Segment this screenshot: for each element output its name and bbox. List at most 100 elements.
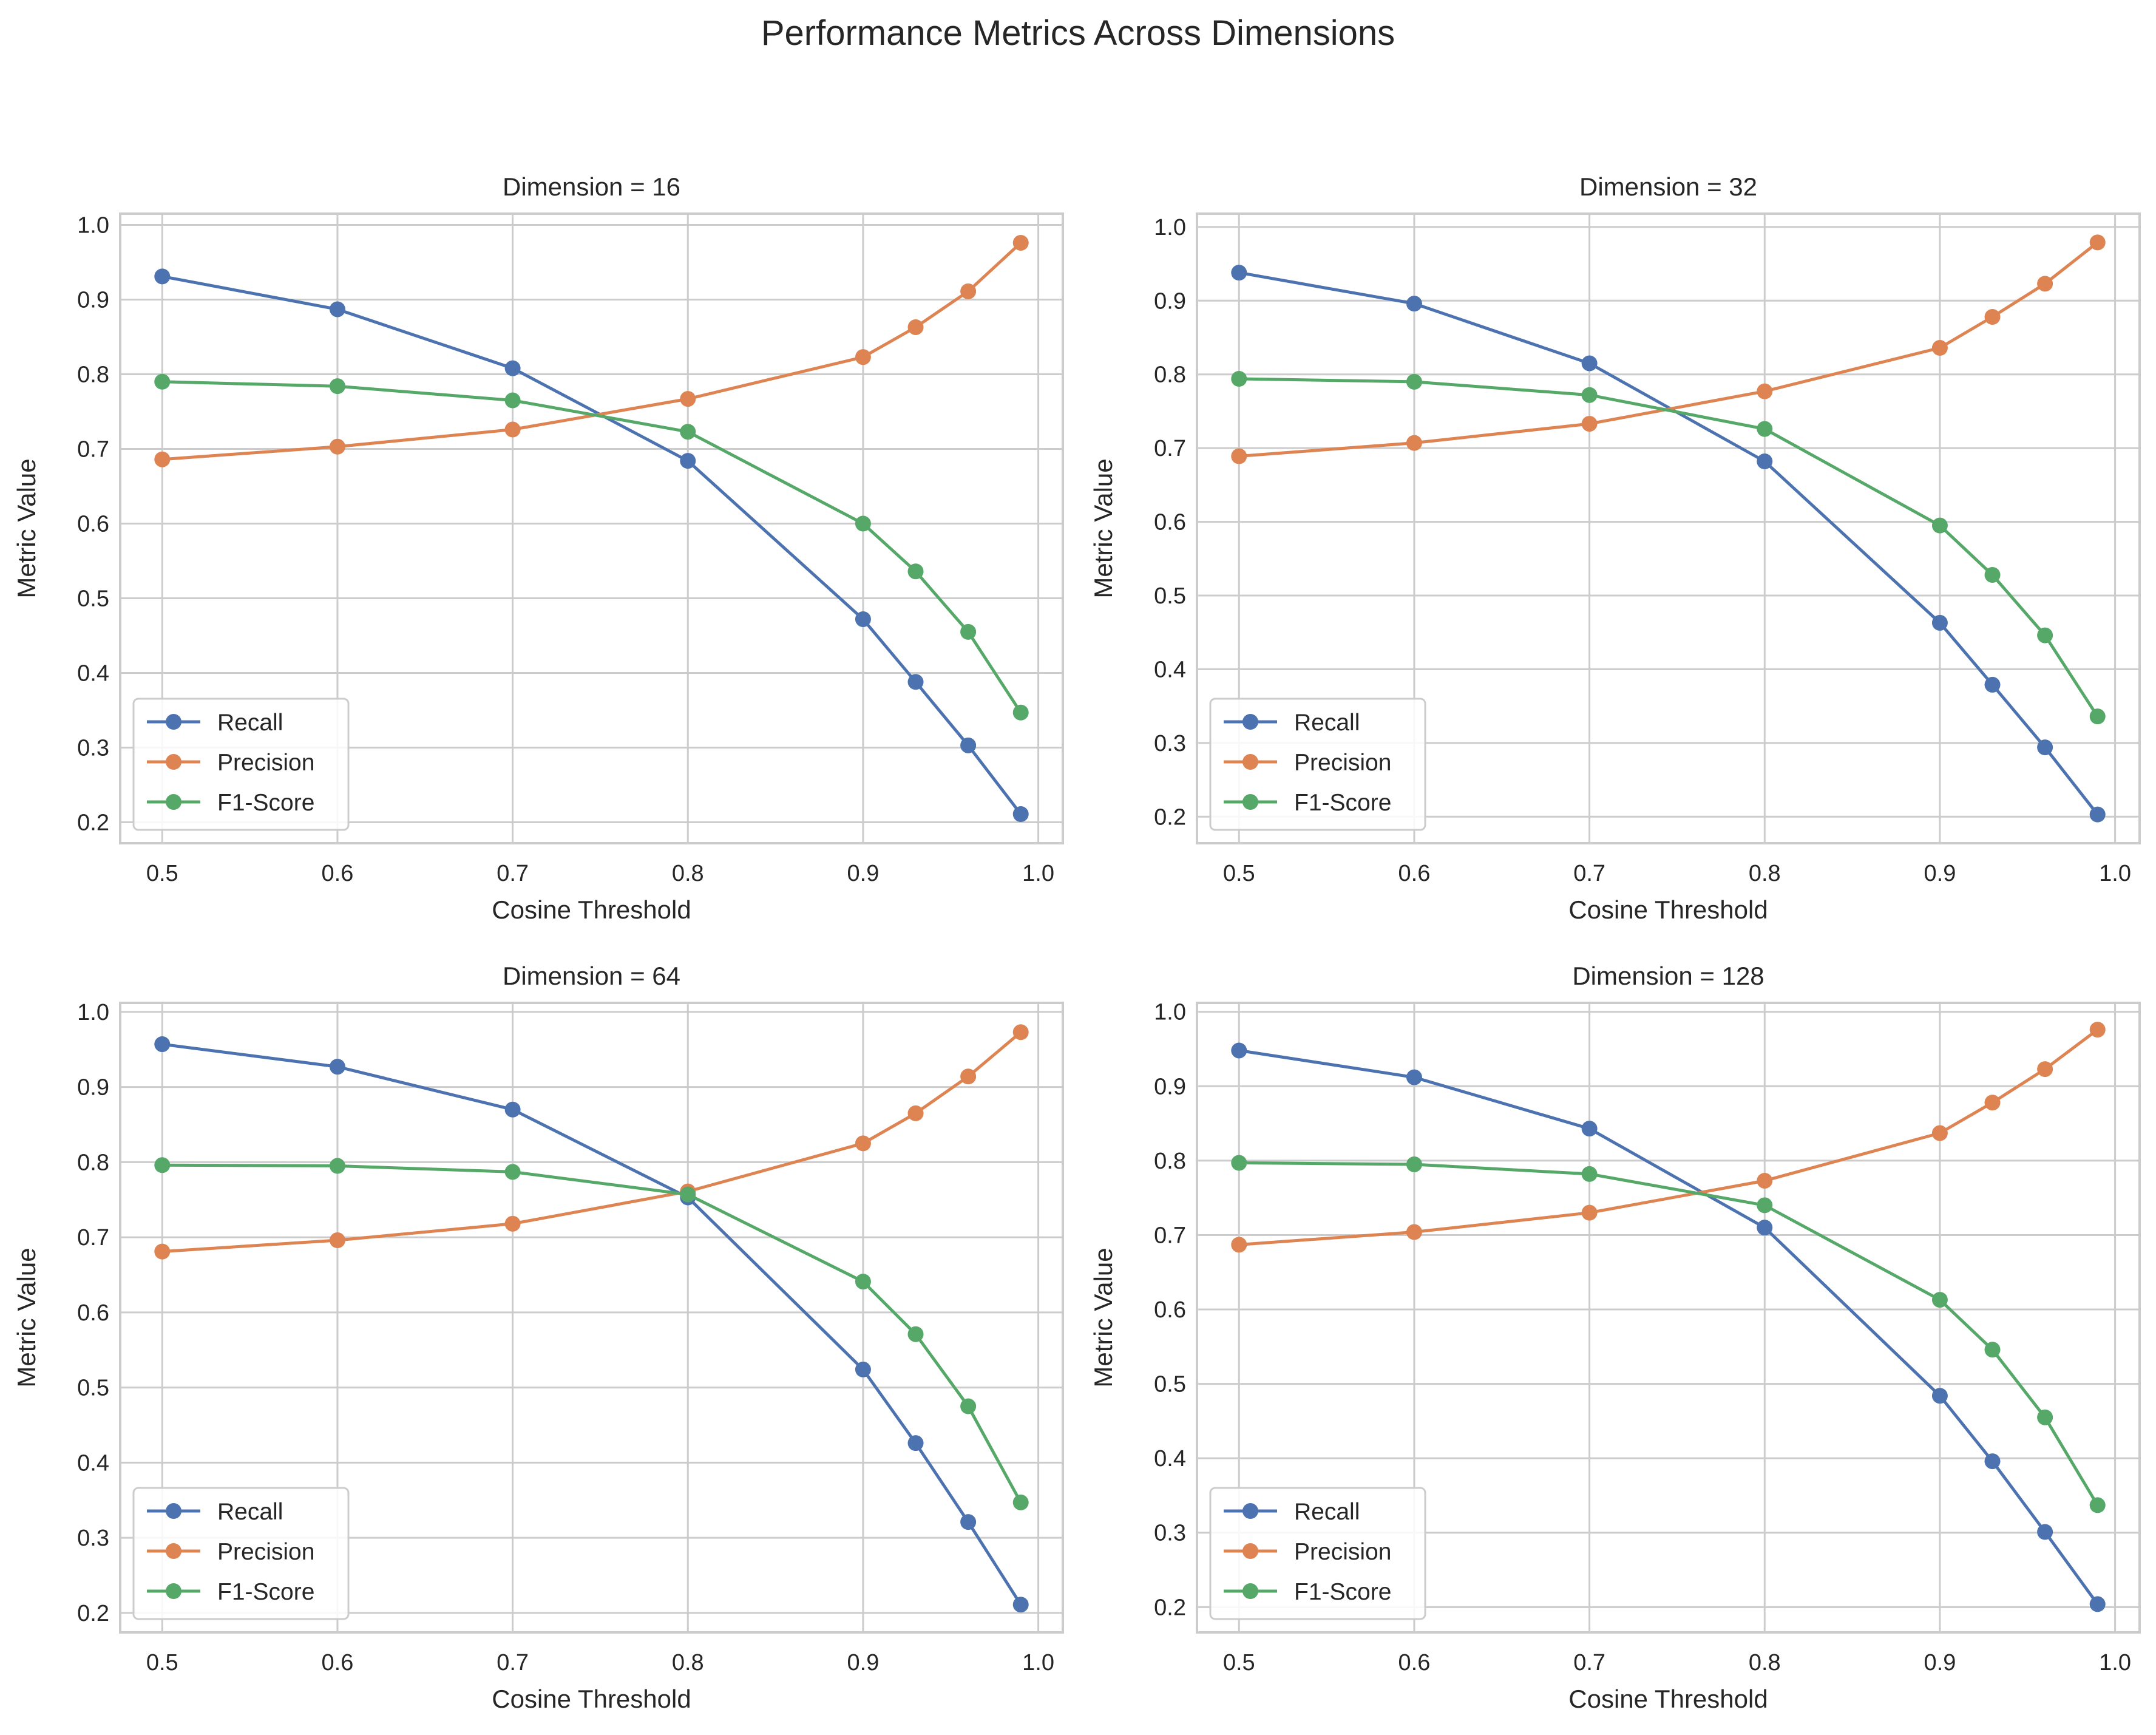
panel-4-frame [1196, 1002, 2141, 1634]
panel-1-x-tick-label: 0.7 [497, 861, 529, 886]
panel-3-legend-label-f1-score: F1-Score [217, 1579, 314, 1605]
panel-1-f1-score-point [1012, 704, 1029, 721]
panel-1-precision-point [504, 421, 521, 438]
panel-2-recall-line [1238, 271, 2099, 816]
panel-3-precision-point [1012, 1024, 1029, 1041]
panel-1-precision-point [1012, 234, 1029, 251]
panel-4-precision-point [1406, 1224, 1422, 1240]
panel-3-recall-point [329, 1059, 345, 1075]
panel-2-recall-point [2037, 739, 2053, 756]
panel-2-y-tick-label: 0.7 [1154, 436, 1186, 461]
panel-1-legend-marker-f1-score [166, 794, 181, 810]
panel-3-recall-point [855, 1361, 871, 1377]
panel-2-precision-point [1757, 383, 1773, 399]
panel-1-legend: Recall Precision F1-Score [132, 698, 350, 831]
panel-1-frame [119, 212, 1064, 844]
panel-4-f1-score-point [2089, 1497, 2106, 1513]
panel-2-f1-score-point [1931, 517, 1948, 534]
panel-4-legend-label-f1-score: F1-Score [1294, 1579, 1391, 1605]
panel-2-recall-point [1406, 296, 1422, 312]
panel-4-x-tick-label: 0.6 [1398, 1650, 1431, 1676]
panel-2-recall-point [1931, 614, 1948, 631]
panel-2-x-tick-label: 0.9 [1924, 861, 1956, 886]
panel-1-precision-point [960, 283, 977, 299]
panel-3-legend-label-precision: Precision [217, 1539, 314, 1565]
panel-3-f1-score-point [960, 1398, 977, 1414]
panel-3-y-tick-label: 0.7 [77, 1225, 109, 1251]
panel-1-f1-score-point [680, 424, 696, 440]
panel-1-y-tick-label: 0.9 [77, 287, 109, 313]
panel-3-frame [119, 1002, 1064, 1634]
panel-1-y-tick-label: 0.5 [77, 586, 109, 612]
panel-4-y-axis-label: Metric Value [1089, 1248, 1117, 1387]
panel-1-recall-point [1012, 806, 1029, 823]
panel-1-precision-point [907, 319, 924, 335]
panel-2-legend-marker-recall [1242, 714, 1258, 730]
panel-2-series-recall [1231, 265, 2106, 823]
panel-3-y-tick-label: 0.3 [77, 1526, 109, 1551]
panel-2-y-tick-label: 0.3 [1154, 731, 1186, 756]
panel-3-series-f1-score [154, 1157, 1029, 1510]
panel-2-legend-label-precision: Precision [1294, 750, 1391, 776]
panel-3-recall-point [1012, 1597, 1029, 1613]
panel-3-precision-point [960, 1068, 977, 1085]
panel-1-f1-score-point [855, 515, 871, 532]
panel-4-precision-point [1931, 1125, 1948, 1141]
panel-3-recall-point [907, 1435, 924, 1451]
panel-4-legend-box [1209, 1487, 1426, 1620]
panel-3-precision-point [504, 1215, 521, 1232]
panel-1-x-tick-label: 0.6 [322, 861, 354, 886]
panel-1-precision-line [162, 242, 1022, 461]
panel-3-f1-score-point [855, 1274, 871, 1290]
panel-4-x-tick-label: 0.5 [1223, 1650, 1255, 1676]
panel-2-legend-label-f1-score: F1-Score [1294, 790, 1391, 816]
panel-3-x-tick-label: 0.8 [672, 1650, 704, 1676]
panel-1-f1-score-point [504, 392, 521, 409]
panel-3-legend-marker-precision [166, 1543, 181, 1559]
panel-2-f1-score-point [1581, 387, 1598, 403]
panel-2-x-tick-label: 0.6 [1398, 861, 1431, 886]
panel-2-y-tick-label: 0.2 [1154, 804, 1186, 830]
panel-1: 0.5 0.6 0.7 0.8 0.9 1.0 0.2 0.3 0.4 0.5 0.6 0.7 0.8 0… [12, 172, 1064, 924]
panel-4-f1-score-point [1406, 1156, 1422, 1172]
panel-2-y-tick-label: 1.0 [1154, 215, 1186, 240]
panel-1-legend-box [132, 698, 350, 831]
panel-1-recall-line [161, 274, 1022, 815]
panel-1-recall-point [680, 453, 696, 469]
panel-3-y-tick-label: 0.5 [77, 1376, 109, 1401]
panel-4-legend: Recall Precision F1-Score [1209, 1487, 1426, 1620]
panel-2-legend: Recall Precision F1-Score [1209, 698, 1426, 831]
panel-2-x-tick-label: 1.0 [2099, 861, 2131, 886]
panel-4-precision-point [1757, 1172, 1773, 1189]
panel-2-series-precision [1231, 234, 2106, 464]
panel-3-recall-point [960, 1514, 977, 1530]
panel-4-title: Dimension = 128 [1572, 962, 1764, 990]
panel-4-y-tick-label: 0.9 [1154, 1074, 1186, 1099]
panel-3-f1-score-line [162, 1163, 1022, 1504]
panel-2-f1-score-point [1231, 371, 1247, 387]
panel-2: 0.5 0.6 0.7 0.8 0.9 1.0 0.2 0.3 0.4 0.5 0.6 0.7 0.8 0… [1089, 172, 2141, 924]
panel-1-y-tick-label: 0.6 [77, 512, 109, 537]
panel-2-precision-point [2037, 276, 2053, 292]
panel-2-precision-point [1984, 309, 2001, 325]
panel-3-y-tick-label: 0.8 [77, 1150, 109, 1175]
panel-3-f1-score-point [680, 1186, 696, 1203]
panel-4-f1-score-point [1931, 1292, 1948, 1308]
panel-4-legend-marker-recall [1242, 1503, 1258, 1519]
panel-4-f1-score-line [1239, 1161, 2099, 1506]
panel-1-x-axis-label: Cosine Threshold [492, 895, 691, 924]
panel-4-f1-score-point [1757, 1197, 1773, 1214]
panel-4-y-tick-label: 1.0 [1154, 1000, 1186, 1025]
panel-1-recall-point [960, 737, 977, 753]
panel-1-legend-label-precision: Precision [217, 750, 314, 776]
panel-3-recall-point [154, 1036, 171, 1053]
panel-3-f1-score-point [329, 1158, 345, 1174]
panel-4-y-tick-label: 0.5 [1154, 1372, 1186, 1397]
panel-1-x-tick-label: 0.5 [146, 861, 178, 886]
panel-2-recall-point [2089, 806, 2106, 823]
panel-1-precision-point [855, 349, 871, 365]
panel-4-f1-score-point [2037, 1409, 2053, 1425]
panel-1-recall-point [504, 360, 521, 376]
panel-1-y-tick-label: 0.8 [77, 362, 109, 387]
panel-2-f1-score-point [1757, 421, 1773, 437]
